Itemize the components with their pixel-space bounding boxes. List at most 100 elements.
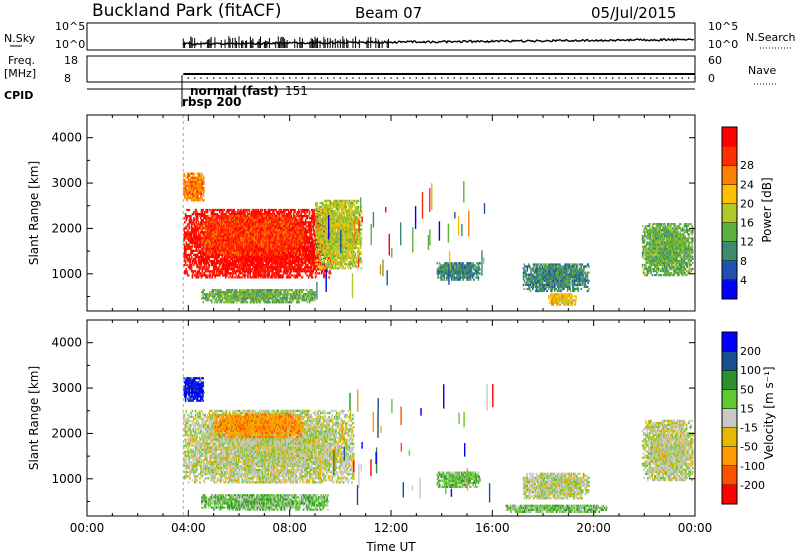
data-cell bbox=[217, 229, 220, 232]
data-cell bbox=[204, 216, 206, 220]
data-cell bbox=[296, 266, 299, 269]
power-cells bbox=[182, 115, 694, 311]
data-cell bbox=[222, 223, 224, 226]
data-cell bbox=[255, 272, 258, 275]
data-cell bbox=[252, 266, 254, 269]
data-cell bbox=[309, 262, 311, 265]
data-cell bbox=[307, 270, 310, 273]
data-cell bbox=[217, 247, 220, 250]
data-cell bbox=[310, 235, 313, 238]
data-cell bbox=[267, 264, 270, 267]
data-cell bbox=[249, 266, 251, 269]
data-cell bbox=[206, 216, 208, 220]
data-cell bbox=[314, 272, 317, 275]
data-cell bbox=[209, 249, 211, 252]
data-cell bbox=[308, 211, 311, 214]
data-cell bbox=[307, 262, 310, 265]
data-cell bbox=[184, 247, 187, 250]
data-cell bbox=[215, 266, 218, 269]
data-cell bbox=[263, 274, 266, 277]
data-cell bbox=[212, 213, 215, 216]
data-cell bbox=[291, 274, 294, 277]
data-cell bbox=[184, 257, 186, 261]
data-cell bbox=[268, 262, 270, 265]
data-cell bbox=[282, 274, 284, 277]
data-cell bbox=[299, 233, 302, 236]
data-cell bbox=[242, 260, 245, 263]
data-cell bbox=[247, 262, 249, 265]
data-cell bbox=[263, 249, 266, 252]
beam-label: Beam 07 bbox=[355, 4, 422, 22]
data-cell bbox=[296, 268, 299, 271]
data-cell bbox=[266, 219, 268, 222]
data-cell bbox=[185, 268, 188, 271]
nave-dot bbox=[288, 77, 291, 79]
data-cell bbox=[204, 257, 207, 261]
data-cell bbox=[297, 235, 299, 238]
data-cell bbox=[309, 257, 311, 261]
data-cell bbox=[289, 272, 292, 275]
data-cell bbox=[324, 274, 327, 277]
data-cell bbox=[196, 274, 199, 277]
data-cell bbox=[274, 274, 277, 277]
data-cell bbox=[190, 235, 193, 238]
data-cell bbox=[205, 215, 207, 218]
data-cell bbox=[236, 264, 239, 267]
nsky-tick-bottom: 10^0 bbox=[55, 38, 85, 51]
data-cell bbox=[313, 245, 315, 248]
data-cell bbox=[284, 262, 286, 265]
nave-dot bbox=[694, 77, 696, 79]
data-cell bbox=[262, 272, 264, 275]
data-cell bbox=[272, 249, 274, 252]
data-cell bbox=[197, 221, 200, 224]
data-cell bbox=[190, 249, 193, 252]
data-cell bbox=[284, 211, 286, 214]
data-cell bbox=[284, 272, 286, 275]
data-cell bbox=[213, 268, 216, 271]
data-cell bbox=[320, 245, 323, 248]
data-cell bbox=[282, 215, 285, 218]
data-cell bbox=[235, 274, 238, 277]
data-cell bbox=[213, 249, 215, 252]
data-cell bbox=[208, 257, 210, 261]
data-cell bbox=[237, 257, 239, 261]
data-cell bbox=[211, 249, 214, 252]
cpid-rbsp: rbsp 200 bbox=[182, 95, 241, 109]
data-cell bbox=[256, 274, 258, 277]
data-cell bbox=[203, 257, 205, 261]
data-cell bbox=[210, 211, 213, 214]
data-cell bbox=[304, 266, 306, 269]
data-cell bbox=[212, 227, 214, 230]
data-cell bbox=[310, 227, 312, 230]
data-cell bbox=[263, 264, 265, 267]
data-cell bbox=[212, 235, 214, 238]
data-cell bbox=[238, 223, 241, 226]
data-cell bbox=[233, 266, 235, 269]
data-cell bbox=[295, 225, 297, 228]
data-cell bbox=[317, 264, 320, 267]
data-cell bbox=[228, 268, 230, 271]
data-cell bbox=[278, 260, 280, 263]
nave-dot bbox=[687, 77, 690, 79]
data-cell bbox=[206, 223, 208, 226]
nave-dot bbox=[668, 77, 671, 79]
data-cell bbox=[285, 208, 287, 212]
data-cell bbox=[232, 251, 235, 254]
data-cell bbox=[235, 262, 238, 265]
data-cell bbox=[304, 270, 306, 273]
data-cell bbox=[185, 249, 188, 252]
data-cell bbox=[266, 211, 268, 214]
data-cell bbox=[183, 229, 185, 232]
data-cell bbox=[253, 257, 256, 261]
data-cell bbox=[312, 213, 315, 216]
data-cell bbox=[264, 208, 267, 212]
nave-dot bbox=[421, 77, 424, 79]
data-cell bbox=[296, 270, 299, 273]
data-cell bbox=[199, 235, 201, 238]
data-cell bbox=[195, 247, 197, 250]
nave-tick-bottom: 0 bbox=[708, 72, 715, 85]
nave-dot bbox=[618, 77, 620, 79]
data-cell bbox=[273, 257, 276, 261]
data-cell bbox=[202, 272, 204, 275]
